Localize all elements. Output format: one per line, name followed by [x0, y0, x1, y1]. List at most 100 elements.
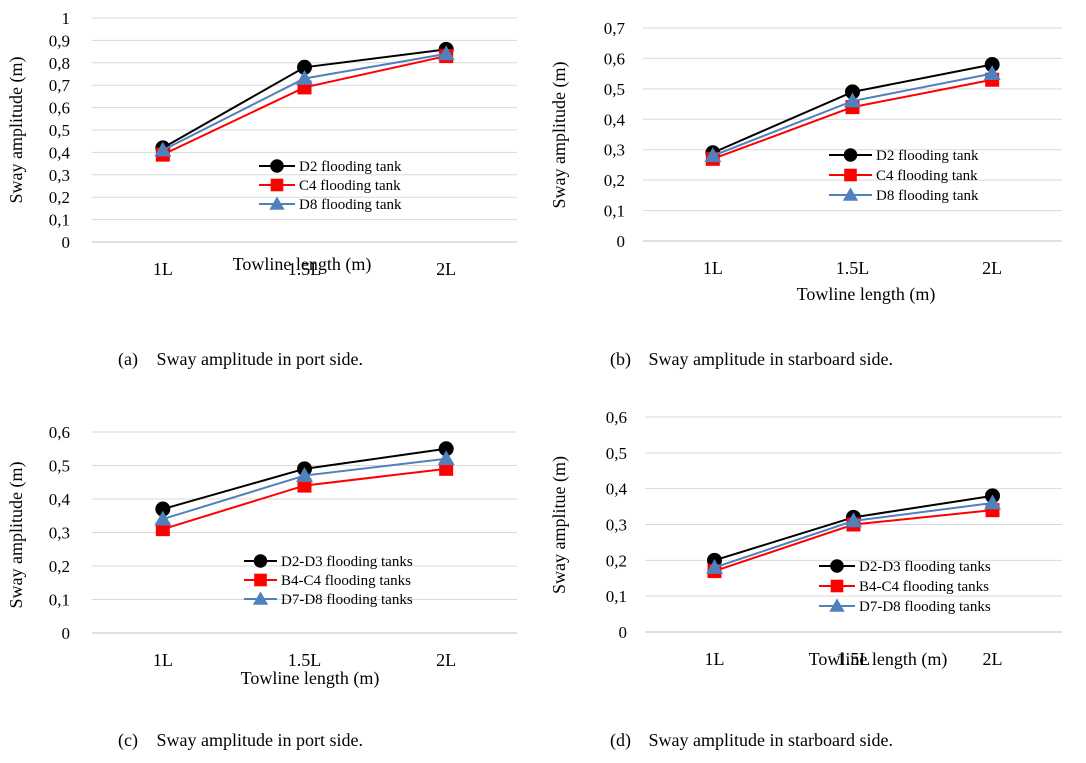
y-tick-label: 0,4: [604, 110, 626, 129]
legend-marker: [270, 159, 284, 173]
y-tick-label: 0: [619, 623, 628, 642]
y-tick-label: 0,5: [604, 80, 625, 99]
y-tick-label: 0,4: [49, 143, 71, 162]
y-tick-label: 0,1: [604, 202, 625, 221]
y-tick-label: 0,6: [49, 423, 70, 442]
legend-label: B4-C4 flooding tanks: [859, 579, 989, 595]
data-point: [844, 92, 861, 108]
y-tick-label: 0,3: [606, 516, 627, 535]
data-point: [845, 512, 862, 528]
legend-marker: [843, 148, 858, 162]
caption-b: (b) Sway amplitude in starboard side.: [610, 349, 893, 370]
legend-label: C4 flooding tank: [876, 168, 978, 184]
y-axis-title: Sway amplitude (m): [6, 57, 27, 204]
caption-text: Sway amplitude in starboard side.: [648, 349, 893, 369]
data-point: [297, 478, 312, 493]
legend-marker: [830, 559, 844, 573]
y-tick-label: 0,5: [49, 121, 70, 140]
caption-label: (b): [610, 349, 631, 369]
y-tick-label: 0,5: [49, 457, 70, 476]
legend-marker: [254, 573, 267, 587]
x-tick-label: 2L: [982, 258, 1002, 278]
chart-b: 0 0,1 0,2 0,3 0,4 0,5 0,6 0,7 1L 1.5L 2L Towline le…: [549, 19, 1062, 305]
y-tick-label: 0,1: [49, 211, 70, 230]
legend-marker: [842, 187, 859, 201]
x-tick-label: 1.5L: [836, 258, 870, 278]
x-tick-label: 2L: [436, 259, 456, 279]
y-tick-label: 0,2: [606, 551, 627, 570]
data-point: [984, 57, 1000, 73]
data-point: [155, 501, 171, 517]
legend-label: D2-D3 flooding tanks: [859, 559, 991, 575]
y-tick-label: 0,1: [606, 587, 627, 606]
y-tick-label: 0,6: [606, 408, 627, 427]
x-tick-label: 1L: [153, 259, 173, 279]
y-tick-label: 0,3: [49, 166, 70, 185]
y-tick-label: 0,7: [604, 19, 626, 38]
y-tick-label: 0: [62, 233, 71, 252]
y-tick-label: 0,3: [49, 524, 70, 543]
chart-d: 0 0,1 0,2 0,3 0,4 0,5 0,6 1L 1.5L 2L Towline lengt…: [549, 408, 1062, 670]
x-tick-label: 1L: [703, 258, 723, 278]
caption-d: (d) Sway amplitude in starboard side.: [610, 730, 893, 751]
data-point: [438, 441, 454, 457]
x-tick-label: 1.5L: [837, 649, 871, 669]
legend-label: C4 flooding tank: [299, 178, 401, 194]
legend-marker: [830, 579, 844, 593]
caption-label: (a): [118, 349, 138, 369]
legend-marker: [270, 178, 284, 192]
legend-marker: [269, 196, 285, 210]
legend-label: D8 flooding tank: [876, 188, 979, 204]
x-axis-title: Towline length (m): [233, 254, 372, 275]
y-axis-title: Sway amplitue (m): [549, 456, 570, 594]
y-tick-label: 0,1: [49, 591, 70, 610]
legend-label: D7-D8 flooding tanks: [859, 599, 991, 615]
x-axis-title: Towline length (m): [797, 284, 936, 305]
y-tick-label: 1: [62, 9, 71, 28]
legend-label: D2 flooding tank: [299, 159, 402, 175]
y-tick-label: 0,6: [49, 99, 70, 118]
caption-a: (a) Sway amplitude in port side.: [118, 349, 363, 370]
caption-text: Sway amplitude in starboard side.: [648, 730, 893, 750]
x-axis-title: Towline length (m): [241, 668, 380, 689]
data-point: [297, 59, 312, 75]
x-tick-label: 1L: [705, 649, 725, 669]
chart-a: 0 0,1 0,2 0,3 0,4 0,5 0,6 0,7 0,8 0,9 1 1L 1.5L 2L Tow…: [6, 9, 517, 279]
legend-marker: [844, 168, 857, 182]
y-tick-label: 0,6: [604, 49, 625, 68]
y-tick-label: 0,8: [49, 54, 70, 73]
legend-label: D2-D3 flooding tanks: [281, 554, 413, 570]
caption-label: (d): [610, 730, 631, 750]
legend-label: D7-D8 flooding tanks: [281, 592, 413, 608]
y-tick-label: 0,7: [49, 76, 71, 95]
data-point: [296, 69, 313, 85]
data-point: [984, 494, 1001, 510]
x-tick-label: 1.5L: [288, 259, 322, 279]
y-axis-title: Sway amplitude (m): [6, 462, 27, 609]
caption-text: Sway amplitude in port side.: [156, 730, 363, 750]
y-tick-label: 0,2: [604, 171, 625, 190]
x-tick-label: 1.5L: [288, 650, 322, 670]
chart-panel-d: 0 0,1 0,2 0,3 0,4 0,5 0,6 1L 1.5L 2L Towline lengt…: [543, 400, 1086, 763]
y-axis-title: Sway amplitude (m): [549, 62, 570, 209]
x-tick-label: 2L: [983, 649, 1003, 669]
legend-marker: [252, 591, 269, 605]
y-tick-label: 0,3: [604, 141, 625, 160]
legend-label: D2 flooding tank: [876, 148, 979, 164]
data-point: [296, 467, 313, 482]
caption-c: (c) Sway amplitude in port side.: [118, 730, 363, 751]
data-point: [437, 450, 455, 466]
y-tick-label: 0,5: [606, 444, 627, 463]
data-point: [704, 147, 722, 163]
chart-panel-b: 0 0,1 0,2 0,3 0,4 0,5 0,6 0,7 1L 1.5L 2L Towline le…: [543, 0, 1086, 380]
data-point: [154, 510, 172, 526]
data-point: [437, 45, 455, 61]
chart-panel-a: 0 0,1 0,2 0,3 0,4 0,5 0,6 0,7 0,8 0,9 1 1L 1.5L 2L Tow…: [0, 0, 540, 380]
x-tick-label: 1L: [153, 650, 173, 670]
chart-panel-c: 0 0,1 0,2 0,3 0,4 0,5 0,6 1L 1.5L 2L Towline lengt…: [0, 400, 540, 763]
x-axis-title: Towline length (m): [809, 649, 948, 670]
chart-c: 0 0,1 0,2 0,3 0,4 0,5 0,6 1L 1.5L 2L Towline lengt…: [6, 423, 517, 689]
legend-label: D8 flooding tank: [299, 197, 402, 213]
x-tick-label: 2L: [436, 650, 456, 670]
legend-label: B4-C4 flooding tanks: [281, 573, 411, 589]
